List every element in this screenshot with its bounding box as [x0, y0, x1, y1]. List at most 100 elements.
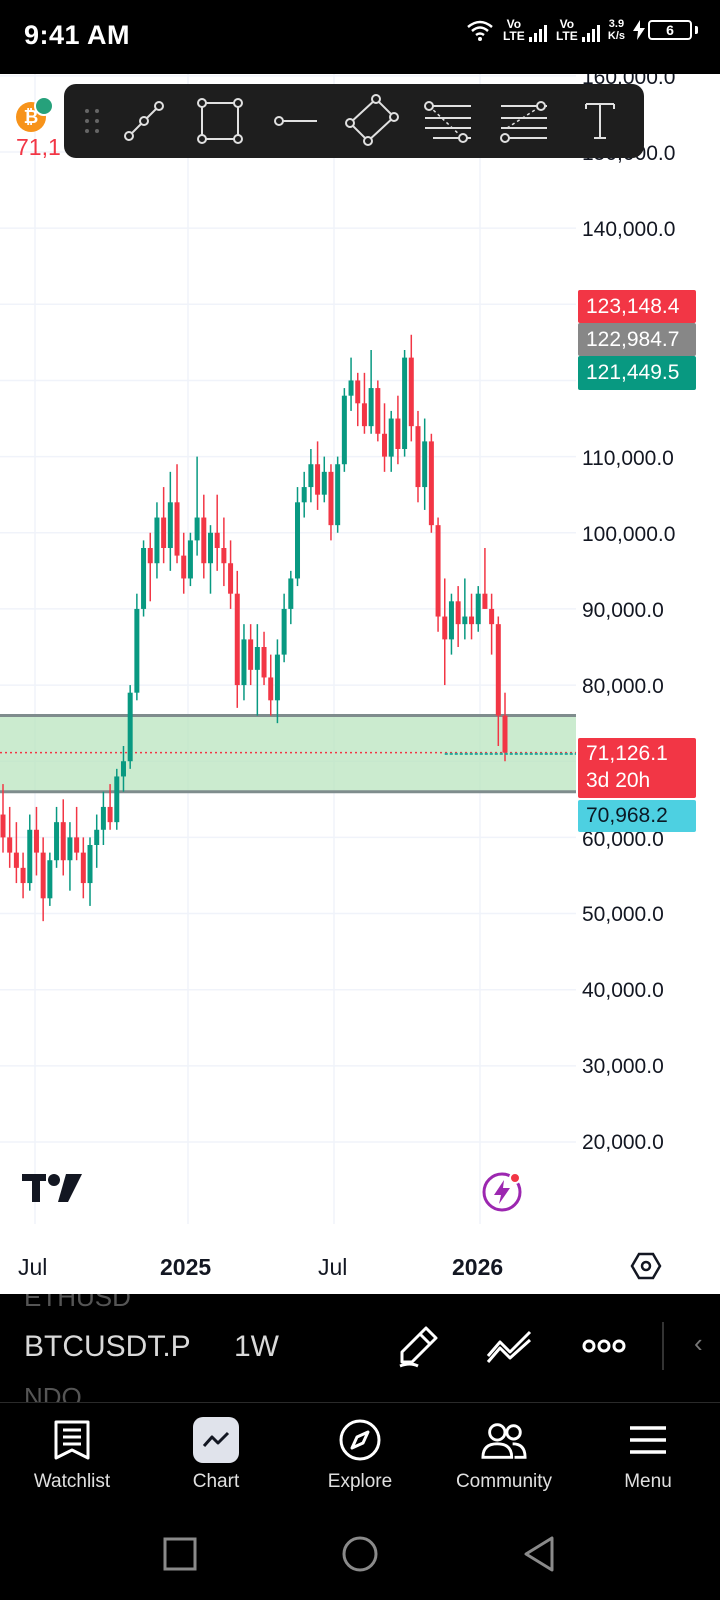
sim2-label: Vo LTE [555, 17, 578, 43]
sim2-signal: Vo LTE [555, 18, 600, 42]
candle-body [241, 639, 247, 686]
net-speed-unit: K/s [607, 30, 625, 42]
signal-bars-icon [581, 24, 600, 42]
candle-body [221, 548, 227, 564]
candle-body [281, 608, 287, 655]
price-axis-label: 140,000.0 [582, 218, 676, 241]
candle-body [234, 593, 240, 686]
watchlist-icon [49, 1417, 95, 1463]
drag-handle-icon[interactable] [78, 84, 106, 158]
last-price-tag: 71,126.1 3d 20h [578, 738, 696, 798]
candle-body [388, 418, 394, 457]
candle-body [80, 852, 86, 884]
candle-body [489, 608, 495, 625]
candle-body [248, 639, 254, 670]
trend-line-tool[interactable] [106, 84, 182, 158]
rectangle-tool[interactable] [182, 84, 258, 158]
square-icon [163, 1537, 197, 1571]
candle-body [462, 616, 468, 625]
flash-alert-button[interactable] [480, 1170, 524, 1214]
candle-body [442, 616, 448, 640]
fib-retracement-tool[interactable] [410, 84, 486, 158]
candle-body [295, 502, 301, 579]
nav-explore[interactable]: Explore [288, 1403, 432, 1510]
drawing-tools-button[interactable] [392, 1320, 444, 1372]
nav-label: Menu [624, 1471, 672, 1492]
candle-body [134, 608, 140, 693]
sim1-label: Vo LTE [502, 17, 525, 43]
candle-body [47, 860, 53, 899]
support-zone [0, 715, 576, 792]
interval-button[interactable]: 1W [234, 1330, 279, 1363]
triangle-back-icon [524, 1536, 554, 1572]
people-icon [481, 1417, 527, 1463]
horizontal-ray-icon [274, 116, 317, 126]
nav-watchlist[interactable]: Watchlist [0, 1403, 144, 1510]
text-tool[interactable] [562, 84, 638, 158]
price-chart[interactable] [0, 74, 720, 1294]
chart-panel[interactable]: 160,000.0 150,000.0 140,000.0 110,000.0 … [0, 74, 720, 1294]
candle-body [94, 829, 100, 845]
indicators-button[interactable] [484, 1320, 536, 1372]
symbol-button[interactable]: BTCUSDT.P [24, 1330, 191, 1363]
fib-extension-tool[interactable] [486, 84, 562, 158]
price-axis-label: 110,000.0 [582, 447, 674, 470]
net-speed-value: 3.9 [608, 18, 625, 30]
candle-body [74, 837, 80, 853]
candle-body [0, 814, 6, 838]
nav-chart[interactable]: Chart [144, 1403, 288, 1510]
rotated-rectangle-icon [345, 94, 399, 146]
chart-settings-button[interactable] [630, 1250, 662, 1282]
candle-body [502, 715, 508, 753]
time-axis-label: 2026 [452, 1254, 504, 1280]
time-axis-label: Jul [318, 1254, 348, 1280]
bottom-navigation: Watchlist Chart Explore Community [0, 1402, 720, 1510]
symbol-header-price: 71,1 [16, 134, 61, 160]
symbol-logo: ₿ [16, 96, 56, 136]
candle-body [415, 426, 421, 488]
last-price-value: 71,126.1 [586, 742, 668, 765]
menu-icon [625, 1417, 671, 1463]
chart-icon [193, 1417, 239, 1463]
candle-body [288, 578, 294, 609]
price-axis-label: 100,000.0 [582, 523, 676, 546]
status-time: 9:41 AM [24, 20, 131, 50]
candle-body [207, 532, 213, 564]
home-button[interactable] [338, 1532, 382, 1576]
candle-body [469, 616, 475, 625]
recents-button[interactable] [158, 1532, 202, 1576]
candle-body [328, 471, 334, 526]
price-axis-label: 20,000.0 [582, 1131, 664, 1154]
candle-body [67, 837, 73, 861]
nav-menu[interactable]: Menu [576, 1403, 720, 1510]
price-axis-label: 50,000.0 [582, 903, 664, 926]
nav-label: Community [455, 1471, 553, 1492]
back-button[interactable] [518, 1532, 562, 1576]
candle-body [161, 517, 167, 548]
rotated-rectangle-tool[interactable] [334, 84, 410, 158]
nav-label: Explore [327, 1471, 393, 1492]
horizontal-ray-tool[interactable] [258, 84, 334, 158]
candle-body [114, 776, 120, 823]
more-button[interactable] [578, 1320, 630, 1372]
candle-body [268, 677, 274, 701]
status-bar: 9:41 AM Vo LTE Vo LTE 3.9 K/s [0, 0, 720, 74]
price-axis-label: 60,000.0 [582, 828, 664, 851]
nav-community[interactable]: Community [432, 1403, 576, 1510]
candle-body [382, 433, 388, 457]
candle-body [448, 601, 454, 640]
more-dots-icon [582, 1339, 626, 1353]
candle-body [274, 654, 280, 701]
chevron-left-icon[interactable]: ‹ [694, 1328, 703, 1358]
time-axis-label: Jul [18, 1254, 48, 1280]
previous-symbol[interactable]: ETHUSD [24, 1294, 131, 1312]
circle-icon [342, 1536, 378, 1572]
compass-icon [337, 1417, 383, 1463]
indicators-icon [486, 1330, 532, 1363]
charging-bolt-icon [633, 20, 645, 40]
next-symbol[interactable]: NDQ [24, 1382, 82, 1402]
battery-indicator: 6 [633, 20, 698, 40]
drawing-toolbar [64, 84, 644, 158]
sim1-signal: Vo LTE [502, 18, 547, 42]
candle-body [402, 357, 408, 449]
